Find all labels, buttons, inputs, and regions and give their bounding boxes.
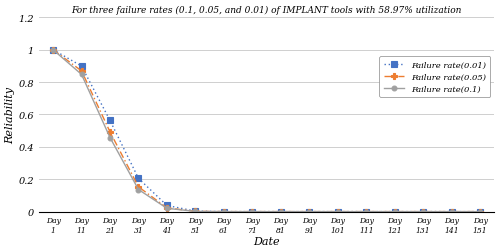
Failure rate(0.01) xyxy=(50,49,56,52)
Failure rate(0.1) xyxy=(192,210,198,213)
Failure rate(0.01) xyxy=(250,210,256,213)
Failure rate(0.01) xyxy=(192,210,198,213)
Failure rate(0.05) xyxy=(364,210,370,213)
Failure rate(0.05) xyxy=(448,210,454,213)
Failure rate(0.05) xyxy=(392,210,398,213)
Failure rate(0.05) xyxy=(278,210,284,213)
Y-axis label: Reliability: Reliability xyxy=(6,87,16,143)
Failure rate(0.05) xyxy=(107,131,113,134)
Failure rate(0.01) xyxy=(221,210,227,213)
Failure rate(0.05) xyxy=(50,49,56,52)
Failure rate(0.01) xyxy=(278,210,284,213)
Failure rate(0.1) xyxy=(278,210,284,213)
Failure rate(0.1) xyxy=(136,188,141,191)
Line: Failure rate(0.05): Failure rate(0.05) xyxy=(50,47,484,215)
Failure rate(0.05) xyxy=(306,210,312,213)
Legend: Failure rate(0.01), Failure rate(0.05), Failure rate(0.1): Failure rate(0.01), Failure rate(0.05), … xyxy=(380,57,490,98)
Failure rate(0.01) xyxy=(306,210,312,213)
Title: For three failure rates (0.1, 0.05, and 0.01) of IMPLANT tools with 58.97% utili: For three failure rates (0.1, 0.05, and … xyxy=(72,6,462,15)
Failure rate(0.01) xyxy=(78,65,84,68)
Failure rate(0.05) xyxy=(477,210,483,213)
Failure rate(0.1) xyxy=(420,210,426,213)
Failure rate(0.1) xyxy=(78,74,84,77)
Failure rate(0.1) xyxy=(448,210,454,213)
Failure rate(0.1) xyxy=(335,210,341,213)
Failure rate(0.1) xyxy=(221,210,227,213)
Failure rate(0.05) xyxy=(192,210,198,213)
Failure rate(0.01) xyxy=(364,210,370,213)
Failure rate(0.1) xyxy=(107,137,113,140)
Failure rate(0.05) xyxy=(420,210,426,213)
Failure rate(0.05) xyxy=(221,210,227,213)
Failure rate(0.1) xyxy=(477,210,483,213)
Line: Failure rate(0.1): Failure rate(0.1) xyxy=(50,48,482,214)
X-axis label: Date: Date xyxy=(254,237,280,246)
Failure rate(0.05) xyxy=(136,185,141,188)
Failure rate(0.1) xyxy=(364,210,370,213)
Failure rate(0.01) xyxy=(136,177,141,180)
Failure rate(0.1) xyxy=(306,210,312,213)
Failure rate(0.1) xyxy=(250,210,256,213)
Failure rate(0.05) xyxy=(335,210,341,213)
Failure rate(0.01) xyxy=(164,204,170,207)
Failure rate(0.01) xyxy=(335,210,341,213)
Failure rate(0.01) xyxy=(392,210,398,213)
Failure rate(0.01) xyxy=(420,210,426,213)
Failure rate(0.05) xyxy=(78,70,84,73)
Failure rate(0.05) xyxy=(250,210,256,213)
Failure rate(0.1) xyxy=(392,210,398,213)
Line: Failure rate(0.01): Failure rate(0.01) xyxy=(50,48,483,214)
Failure rate(0.01) xyxy=(107,119,113,122)
Failure rate(0.01) xyxy=(477,210,483,213)
Failure rate(0.1) xyxy=(50,49,56,52)
Failure rate(0.01) xyxy=(448,210,454,213)
Failure rate(0.05) xyxy=(164,207,170,210)
Failure rate(0.1) xyxy=(164,207,170,210)
